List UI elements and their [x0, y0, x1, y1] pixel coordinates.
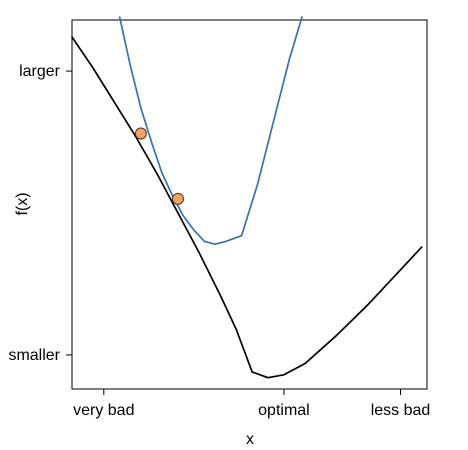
sample-point-0 — [134, 127, 147, 140]
x-tick-label-0: very bad — [73, 402, 134, 419]
series-line-0 — [71, 36, 423, 379]
x-tick-label-1: optimal — [258, 402, 310, 419]
sample-point-1 — [171, 192, 184, 205]
x-tick-label-2: less bad — [371, 402, 431, 419]
y-axis-label: f(x) — [14, 192, 31, 215]
y-tick-label-1: smaller — [8, 347, 60, 364]
plot-box — [71, 19, 428, 390]
series-line-1 — [118, 16, 303, 246]
x-axis-label: x — [246, 431, 254, 448]
point-layer — [134, 127, 184, 205]
axes: very bad optimal less bad larger smaller — [8, 63, 430, 419]
series-layer — [71, 16, 423, 379]
y-tick-label-0: larger — [19, 63, 61, 80]
